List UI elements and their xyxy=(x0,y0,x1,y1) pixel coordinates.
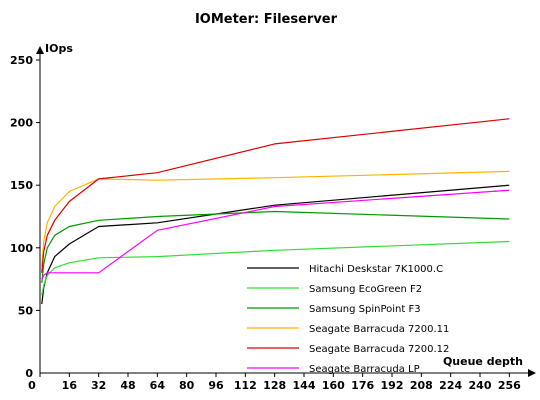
x-tick-label-12: 192 xyxy=(381,379,404,392)
y-tick-label-5: 250 xyxy=(10,54,33,67)
series-line-5 xyxy=(41,189,510,280)
x-axis-title: Queue depth xyxy=(443,355,523,368)
y-tick-label-2: 100 xyxy=(10,242,33,255)
series-lines xyxy=(41,118,510,305)
series-line-3 xyxy=(41,170,510,267)
legend-label-1: Samsung EcoGreen F2 xyxy=(309,284,422,295)
legend: Hitachi Deskstar 7K1000.C Samsung EcoGree… xyxy=(247,264,449,375)
x-tick-label-11: 176 xyxy=(351,379,374,392)
y-tick-label-1: 50 xyxy=(18,304,34,317)
y-tick-label-4: 200 xyxy=(10,117,33,130)
x-tick-label-7: 112 xyxy=(234,379,257,392)
legend-label-0: Hitachi Deskstar 7K1000.C xyxy=(309,264,443,275)
x-tick-label-13: 208 xyxy=(410,379,433,392)
legend-label-3: Seagate Barracuda 7200.11 xyxy=(309,324,449,335)
axes: 0 50 100 150 200 250 0 16 32 48 64 80 96 112 128 144 160… xyxy=(10,46,536,392)
y-tick-label-3: 150 xyxy=(10,179,33,192)
x-tick-label-6: 96 xyxy=(208,379,224,392)
series-line-1 xyxy=(41,240,510,296)
x-tick-label-5: 80 xyxy=(179,379,195,392)
x-tick-label-0: 0 xyxy=(28,379,36,392)
x-tick-label-14: 224 xyxy=(439,379,462,392)
x-tick-label-8: 128 xyxy=(263,379,286,392)
y-axis-arrow xyxy=(36,46,44,54)
x-tick-label-2: 32 xyxy=(91,379,106,392)
y-axis-title: IOps xyxy=(45,42,73,55)
y-tick-label-0: 0 xyxy=(25,367,33,380)
x-tick-label-15: 240 xyxy=(469,379,492,392)
series-line-2 xyxy=(41,210,510,283)
legend-label-4: Seagate Barracuda 7200.12 xyxy=(309,344,449,355)
x-tick-label-16: 256 xyxy=(498,379,521,392)
x-tick-label-3: 48 xyxy=(120,379,135,392)
legend-label-2: Samsung SpinPoint F3 xyxy=(309,304,421,315)
x-tick-label-1: 16 xyxy=(62,379,78,392)
series-line-4 xyxy=(41,118,510,273)
chart-title: IOMeter: Fileserver xyxy=(195,12,338,27)
x-tick-label-4: 64 xyxy=(150,379,166,392)
x-tick-label-10: 160 xyxy=(322,379,345,392)
x-tick-label-9: 144 xyxy=(293,379,316,392)
x-axis-arrow xyxy=(528,369,536,377)
legend-label-5: Seagate Barracuda LP xyxy=(309,364,420,375)
